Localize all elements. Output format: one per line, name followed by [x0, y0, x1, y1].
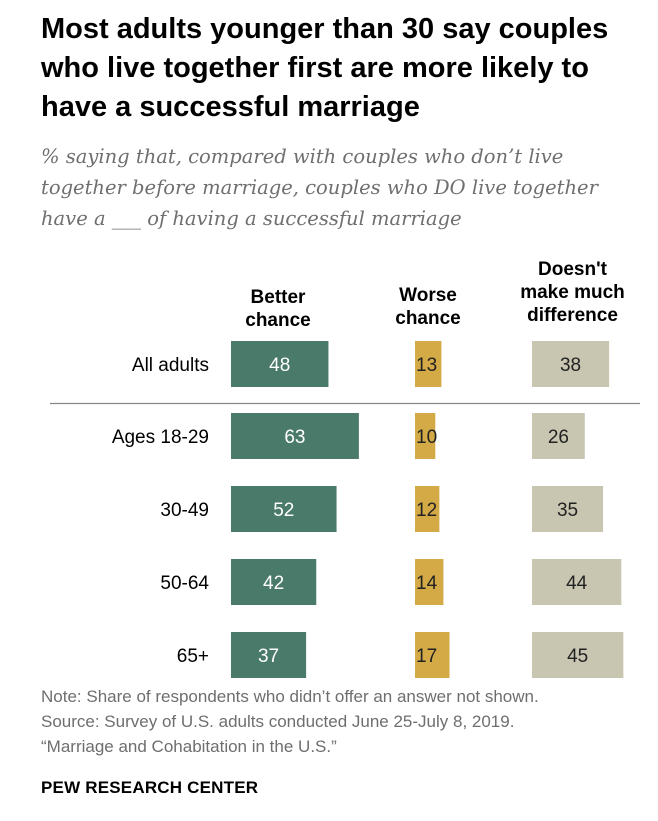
category-label-ages-18-29: Ages 18-29 — [112, 427, 209, 448]
bar-better-30-49 — [231, 486, 337, 532]
chart-title: Most adults younger than 30 say couples … — [41, 13, 609, 123]
bar-worse-50-64 — [415, 559, 444, 605]
bar-worse-30-49 — [415, 486, 440, 532]
bar-worse-all-adults — [415, 341, 442, 387]
data-label-better-all-adults: 48 — [269, 355, 290, 376]
data-label-better-30-49: 52 — [273, 500, 294, 521]
data-label-no-difference-all-adults: 38 — [560, 355, 581, 376]
source-line: Source: Survey of U.S. adults conducted … — [41, 712, 515, 731]
data-label-worse-ages-18-29: 10 — [416, 427, 437, 448]
bar-no-difference-30-49 — [532, 486, 604, 532]
bar-better-all-adults — [231, 341, 329, 387]
bar-no-difference-all-adults — [532, 341, 610, 387]
bar-better-50-64 — [231, 559, 317, 605]
data-label-worse-65-: 17 — [416, 646, 437, 667]
category-label-30-49: 30-49 — [160, 500, 209, 521]
data-label-worse-30-49: 12 — [416, 500, 437, 521]
data-label-no-difference-65-: 45 — [567, 646, 588, 667]
note-line: Note: Share of respondents who didn’t of… — [41, 687, 539, 706]
report-title-line: “Marriage and Cohabitation in the U.S.” — [41, 737, 337, 756]
data-label-better-ages-18-29: 63 — [284, 427, 305, 448]
data-label-worse-all-adults: 13 — [416, 355, 437, 376]
data-label-no-difference-ages-18-29: 26 — [548, 427, 569, 448]
data-label-better-65-: 37 — [258, 646, 279, 667]
bar-worse-65- — [415, 632, 450, 678]
bar-no-difference-65- — [532, 632, 624, 678]
category-label-65-: 65+ — [177, 646, 209, 667]
data-label-no-difference-30-49: 35 — [557, 500, 578, 521]
pew-research-center-logo: PEW RESEARCH CENTER — [41, 778, 259, 797]
data-label-better-50-64: 42 — [263, 573, 284, 594]
category-label-50-64: 50-64 — [160, 573, 209, 594]
bar-no-difference-50-64 — [532, 559, 622, 605]
column-header-worse: Worse chance — [395, 285, 461, 329]
category-label-all-adults: All adults — [132, 355, 209, 376]
bar-worse-ages-18-29 — [415, 413, 436, 459]
chart-notes: Note: Share of respondents who didn’t of… — [41, 684, 651, 759]
bar-better-65- — [231, 632, 307, 678]
bar-better-ages-18-29 — [231, 413, 359, 459]
bar-no-difference-ages-18-29 — [532, 413, 585, 459]
column-header-better: Better chance — [245, 287, 311, 331]
data-label-no-difference-50-64: 44 — [566, 573, 588, 594]
chart-subtitle: % saying that, compared with couples who… — [41, 145, 598, 230]
data-label-worse-50-64: 14 — [416, 573, 438, 594]
column-header-no-difference: Doesn't make much difference — [520, 259, 625, 326]
